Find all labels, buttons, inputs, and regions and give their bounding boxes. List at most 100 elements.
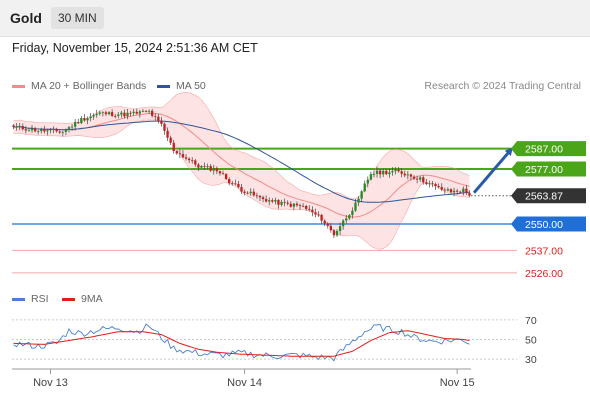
candle-body xyxy=(283,201,286,203)
candle-body xyxy=(175,151,178,154)
candle-body xyxy=(234,183,237,185)
candle-body xyxy=(298,205,302,207)
candle xyxy=(27,128,31,132)
candle-body xyxy=(326,223,329,226)
candle xyxy=(209,164,212,172)
level-tag-label: 2563.87 xyxy=(525,191,563,203)
candle-body xyxy=(15,126,18,128)
candle-body xyxy=(434,183,437,186)
candle xyxy=(70,123,74,131)
rsi-tick-label: 30 xyxy=(525,354,537,366)
candle-body xyxy=(338,226,342,232)
candle-body xyxy=(345,218,348,221)
legend-rsi-swatch xyxy=(12,297,25,301)
candle xyxy=(419,175,422,182)
candle xyxy=(114,113,117,119)
x-tick-label: Nov 14 xyxy=(227,377,262,389)
candle-body xyxy=(422,177,425,183)
candle-body xyxy=(98,112,101,114)
ma50-line xyxy=(13,120,470,203)
level-tag-2587.00: 2587.00 xyxy=(511,141,586,157)
candle-body xyxy=(258,195,262,198)
candle-body xyxy=(231,183,234,184)
candle xyxy=(249,188,252,196)
candle xyxy=(415,175,419,184)
candle xyxy=(332,229,336,239)
level-tag-2537.00: 2537.00 xyxy=(525,245,563,257)
candle-body xyxy=(67,127,71,130)
candle xyxy=(187,157,191,164)
candle xyxy=(403,170,406,178)
candle xyxy=(305,204,308,211)
candle-body xyxy=(135,111,138,114)
candle-body xyxy=(21,126,24,130)
candle-body xyxy=(138,111,142,114)
candle xyxy=(338,222,342,235)
candle xyxy=(37,130,40,135)
candle xyxy=(320,213,323,224)
candle-body xyxy=(114,115,117,117)
candle-body xyxy=(468,192,471,196)
candle xyxy=(141,108,145,113)
candle xyxy=(372,170,376,178)
candle-body xyxy=(144,111,148,112)
candle-body xyxy=(64,129,68,132)
legend-rsi-ma: 9MA xyxy=(62,293,103,305)
candle-body xyxy=(194,160,197,165)
candle xyxy=(271,198,274,204)
candle-body xyxy=(203,165,206,167)
candle xyxy=(252,188,255,197)
candle xyxy=(200,165,203,169)
candle-body xyxy=(249,191,252,194)
candle xyxy=(203,162,206,170)
candle-body xyxy=(397,169,400,172)
timeframe-selector[interactable]: 30 MIN xyxy=(51,7,104,29)
candle-body xyxy=(378,170,382,175)
candle-body xyxy=(462,188,465,193)
candle-body xyxy=(197,164,200,168)
candle xyxy=(406,171,410,180)
candle-body xyxy=(141,111,145,112)
candle xyxy=(135,108,138,115)
candle-body xyxy=(459,191,462,193)
candle xyxy=(104,110,108,116)
candle-body xyxy=(40,129,43,132)
level-tag-2563.87: 2563.87 xyxy=(511,188,586,204)
candle-body xyxy=(455,190,459,192)
candle xyxy=(443,187,446,194)
candle-body xyxy=(70,126,74,128)
candle xyxy=(348,214,351,221)
candle xyxy=(218,170,222,176)
candle xyxy=(317,211,320,217)
candle xyxy=(175,150,178,155)
candle xyxy=(224,173,228,180)
candle-body xyxy=(43,129,46,132)
candle xyxy=(357,196,360,207)
candle-body xyxy=(308,208,311,210)
candle xyxy=(391,167,394,176)
candle-body xyxy=(200,165,203,168)
candle-body xyxy=(92,115,95,117)
candle xyxy=(64,128,68,136)
candle-body xyxy=(154,115,157,117)
candle-body xyxy=(348,215,351,219)
candle-body xyxy=(351,210,354,216)
candle-body xyxy=(80,118,83,124)
candle-body xyxy=(49,129,52,131)
candle-body xyxy=(237,183,240,188)
candle xyxy=(33,126,37,133)
legend-bollinger: MA 20 + Bollinger Bands xyxy=(12,80,146,92)
candle-body xyxy=(24,129,28,131)
candle-body xyxy=(305,205,308,209)
candle-body xyxy=(375,170,379,174)
candle xyxy=(98,110,101,116)
candle xyxy=(298,203,302,210)
candle-body xyxy=(18,126,21,127)
candle-body xyxy=(301,205,305,207)
candle xyxy=(166,127,169,141)
candle-body xyxy=(382,170,385,175)
candle xyxy=(120,110,123,118)
candle-body xyxy=(443,189,446,191)
level-tag-2526.00: 2526.00 xyxy=(525,268,563,280)
candle xyxy=(160,116,163,127)
